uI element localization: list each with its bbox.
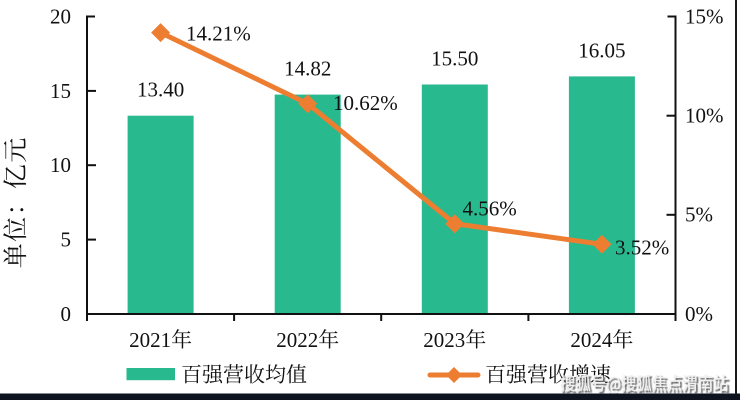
svg-text:4.56%: 4.56% <box>463 196 517 220</box>
svg-text:10.62%: 10.62% <box>333 91 398 115</box>
svg-text:15.50: 15.50 <box>431 47 478 71</box>
svg-text:0%: 0% <box>685 302 713 326</box>
svg-text:10: 10 <box>50 153 71 177</box>
svg-text:5%: 5% <box>685 203 713 227</box>
svg-text:2021: 2021 <box>129 328 171 352</box>
svg-text:15: 15 <box>50 79 71 103</box>
svg-text:16.05: 16.05 <box>578 38 625 62</box>
svg-text:0: 0 <box>61 302 72 326</box>
svg-text:2022: 2022 <box>276 328 318 352</box>
svg-text:2024: 2024 <box>570 328 613 352</box>
svg-text:2023: 2023 <box>423 328 465 352</box>
svg-text:13.40: 13.40 <box>137 78 184 102</box>
svg-text:14.82: 14.82 <box>284 57 331 81</box>
svg-text:5: 5 <box>61 228 72 252</box>
svg-text:15%: 15% <box>685 4 724 28</box>
svg-text:20: 20 <box>50 4 71 28</box>
svg-text:10%: 10% <box>685 104 724 128</box>
svg-text:14.21%: 14.21% <box>186 21 251 45</box>
svg-text:3.52%: 3.52% <box>615 235 669 259</box>
